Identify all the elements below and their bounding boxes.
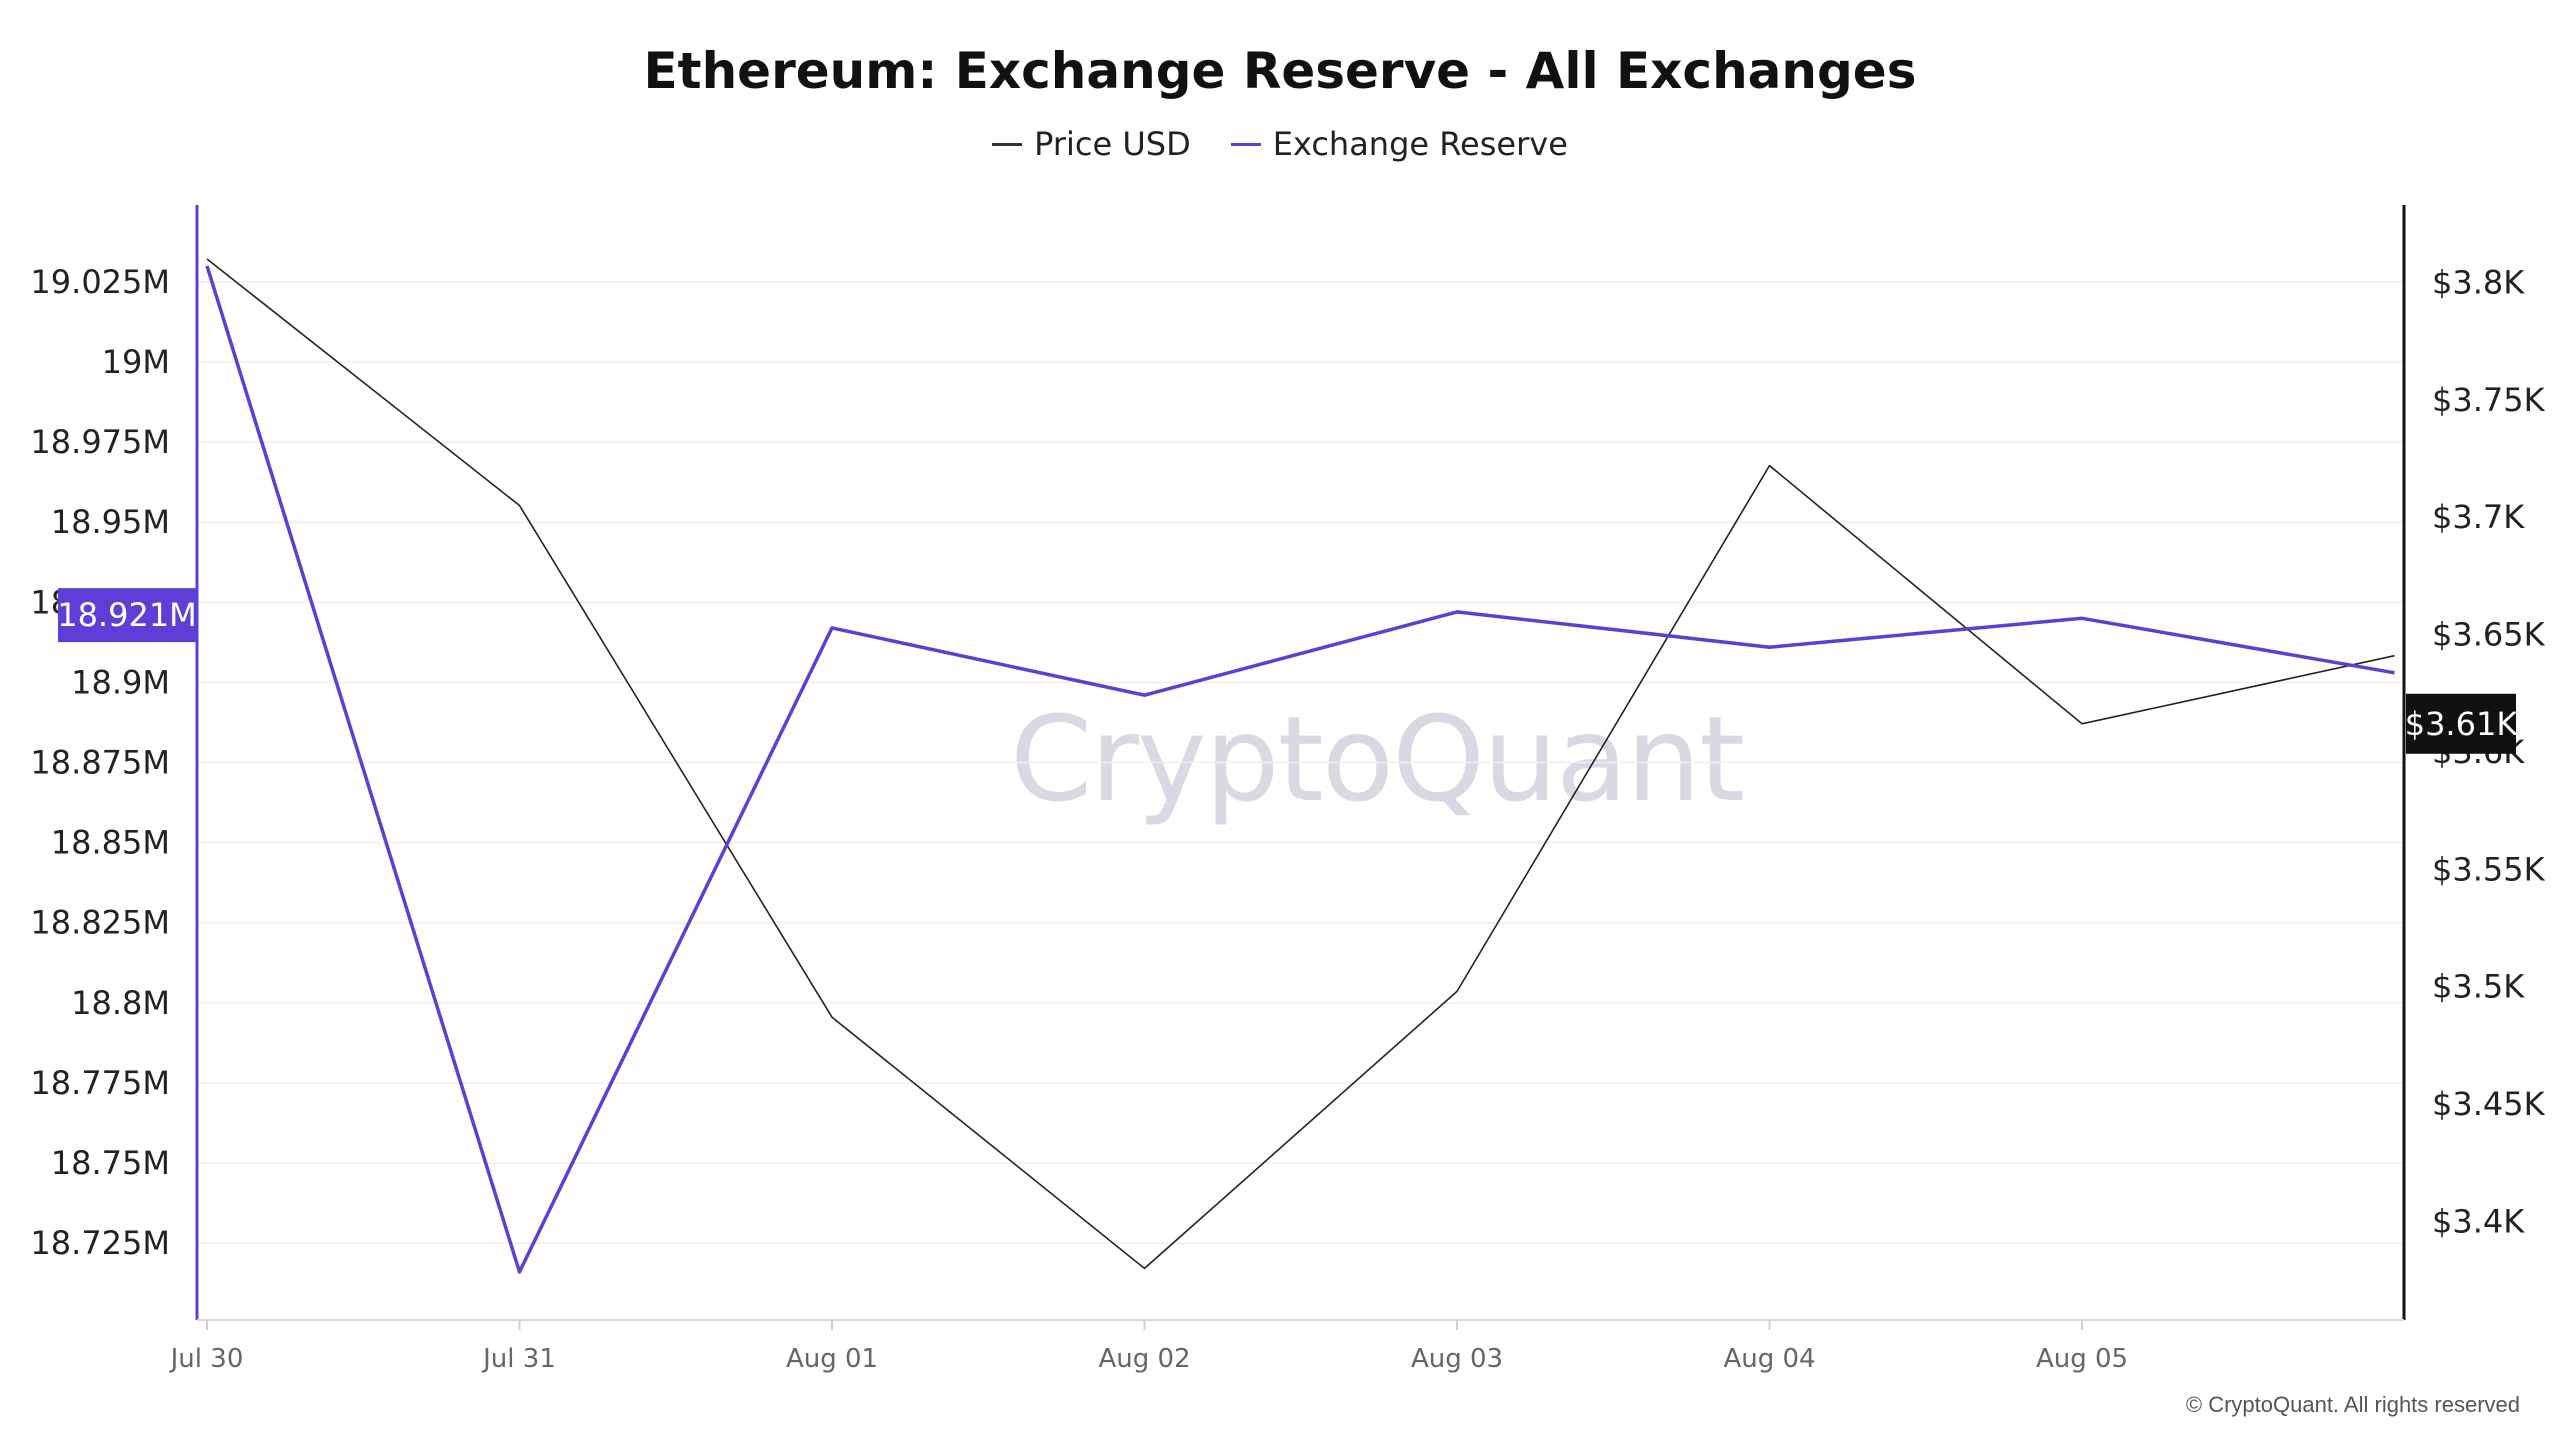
legend-label-price: Price USD — [1034, 125, 1191, 163]
right-tick-label: $3.75K — [2432, 381, 2546, 419]
left-tick-label: 18.8M — [71, 984, 170, 1022]
right-tick-label: $3.5K — [2432, 968, 2525, 1006]
x-tick-label: Aug 04 — [1723, 1344, 1815, 1374]
left-tick-label: 18.75M — [51, 1144, 170, 1182]
x-tick-label: Aug 02 — [1098, 1344, 1190, 1374]
left-value-badge — [58, 588, 197, 643]
right-tick-label: $3.4K — [2432, 1202, 2525, 1240]
left-tick-label: 18.725M — [30, 1224, 170, 1262]
legend-label-reserve: Exchange Reserve — [1272, 125, 1568, 163]
left-tick-label: 18.85M — [51, 824, 170, 862]
left-tick-label: 18.775M — [30, 1064, 170, 1102]
x-tick-label: Jul 30 — [169, 1344, 244, 1374]
x-tick-label: Aug 01 — [786, 1344, 878, 1374]
x-tick-label: Aug 05 — [2036, 1344, 2128, 1374]
x-tick-label: Jul 31 — [481, 1344, 556, 1374]
right-tick-label: $3.65K — [2432, 616, 2546, 654]
right-tick-label: $3.7K — [2432, 498, 2525, 536]
left-tick-label: 18.9M — [71, 663, 170, 701]
copyright-text: © CryptoQuant. All rights reserved — [2185, 1392, 2520, 1417]
right-value-badge-label: $3.61K — [2405, 705, 2519, 743]
series-line-price-usd — [206, 258, 2395, 1270]
chart-title: Ethereum: Exchange Reserve - All Exchang… — [643, 42, 1917, 100]
right-tick-label: $3.45K — [2432, 1085, 2546, 1123]
legend: Price USD Exchange Reserve — [0, 125, 2560, 163]
legend-swatch-reserve — [1230, 142, 1261, 146]
right-tick-label: $3.8K — [2432, 263, 2525, 301]
right-value-badge — [2406, 693, 2516, 754]
legend-item-price[interactable]: Price USD — [992, 125, 1191, 163]
left-tick-label: 19.025M — [30, 263, 170, 301]
left-tick-label: 18.825M — [30, 904, 170, 942]
left-value-badge-label: 18.921M — [57, 596, 197, 634]
left-tick-label: 18.95M — [51, 503, 170, 541]
legend-item-reserve[interactable]: Exchange Reserve — [1230, 125, 1568, 163]
left-tick-label: 19M — [102, 343, 170, 381]
series-line-exchange-reserve — [205, 265, 2395, 1274]
legend-swatch-price — [992, 142, 1023, 146]
left-tick-label: 18.975M — [30, 423, 170, 461]
left-tick-label: 18.875M — [30, 744, 170, 782]
right-tick-label: $3.55K — [2432, 850, 2546, 888]
x-tick-label: Aug 03 — [1411, 1344, 1503, 1374]
